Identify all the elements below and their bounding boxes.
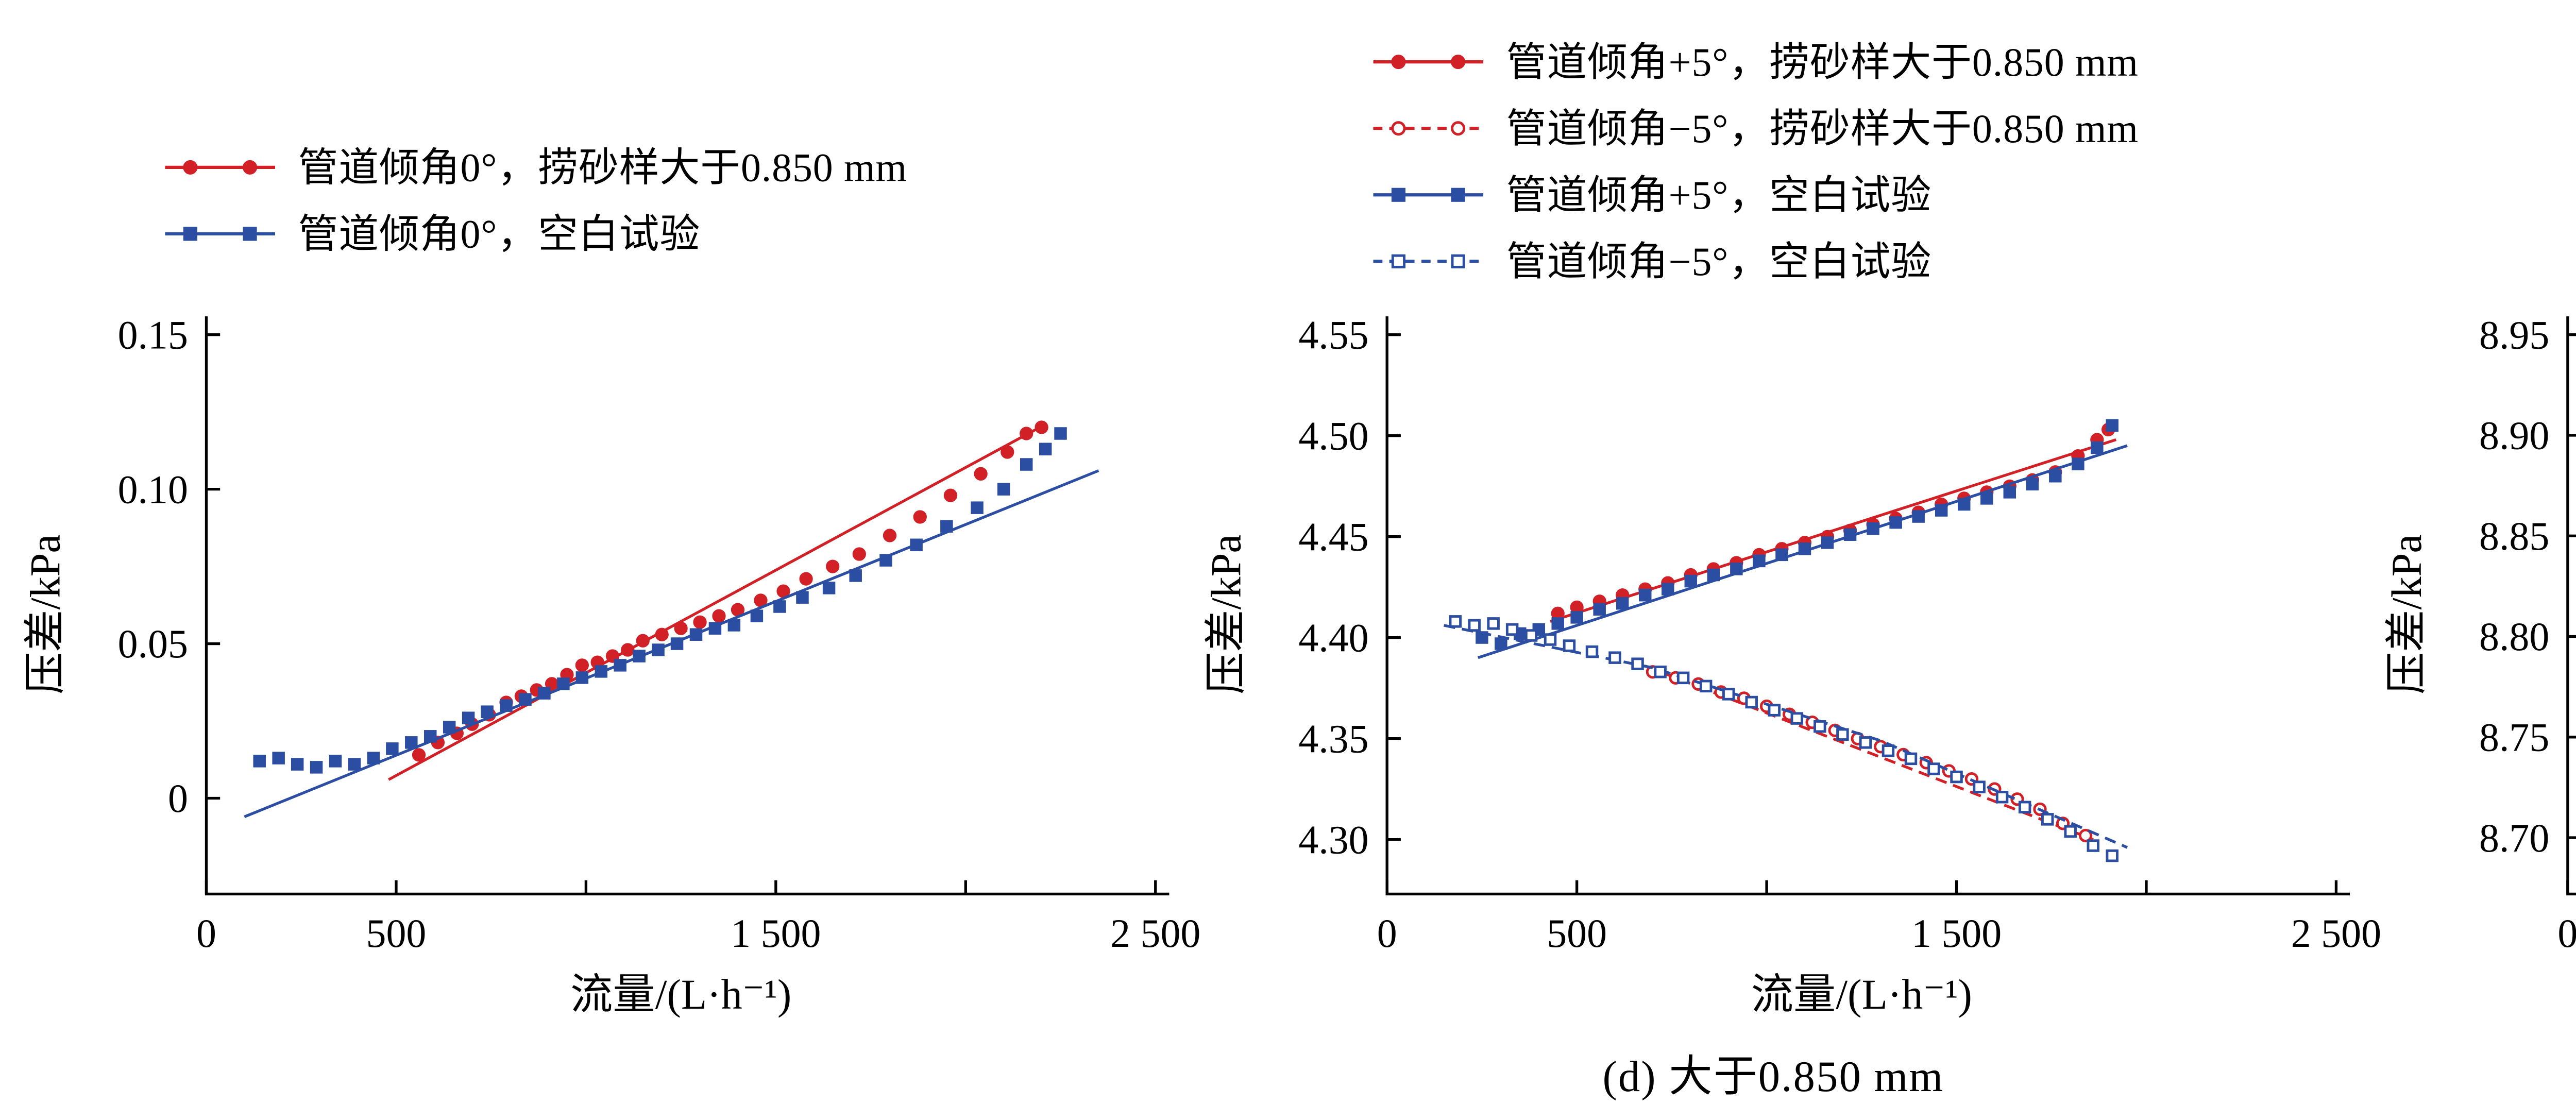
y-tick-label: 4.40 (1298, 616, 1368, 660)
y-axis-label: 压差/kPa (2383, 534, 2430, 694)
y-axis-label: 压差/kPa (22, 534, 69, 694)
x-tick-label: 1 500 (731, 911, 821, 956)
figure-caption: (d) 大于0.850 mm (1602, 1054, 1944, 1103)
y-tick-label: 8.90 (2479, 414, 2549, 458)
x-tick-label: 1 500 (1911, 911, 2002, 956)
legend-item: 管道倾角0°，空白试验 (160, 199, 1180, 266)
x-tick-label: 0 (196, 911, 216, 956)
y-tick-label: 8.95 (2479, 313, 2549, 357)
legend-item: 管道倾角−10°，捞砂样大于0.850 mm (2572, 94, 2576, 160)
x-axis-label: 流量/(L·h⁻¹) (1751, 971, 1972, 1018)
y-tick-label: 0.05 (118, 622, 188, 666)
fit-line (387, 423, 1046, 781)
open-square-marker-icon (2572, 244, 2576, 276)
y-tick-label: 4.30 (1298, 818, 1368, 862)
chart-panel-3: 管道倾角+10°，捞砂样大于0.850 mm管道倾角−10°，捞砂样大于0.85… (2361, 0, 2576, 1025)
legend-label: 管道倾角0°，捞砂样大于0.850 mm (298, 144, 907, 191)
legend-item: 管道倾角+5°，空白试验 (1369, 160, 2362, 227)
y-tick-label: 8.75 (2479, 716, 2549, 760)
legend-label: 管道倾角+5°，捞砂样大于0.850 mm (1506, 39, 2139, 85)
series-points (1476, 419, 2119, 650)
x-tick-label: 500 (1547, 911, 1607, 956)
y-tick-label: 4.55 (1298, 313, 1368, 357)
x-tick-label: 0 (2557, 911, 2576, 956)
legend-label: 管道倾角0°，空白试验 (298, 211, 701, 257)
open-square-marker-icon (1373, 253, 1484, 267)
filled-square-marker-icon (1373, 186, 1484, 201)
series-points (1449, 615, 2119, 862)
y-tick-label: 0 (168, 776, 188, 821)
legend-label: 管道倾角−5°，捞砂样大于0.850 mm (1506, 105, 2139, 151)
plot-chart-2: 4.30 4.35 4.40 4.45 4.50 4.55 0 500 1 500 2 500 压差… (1202, 313, 2381, 1018)
y-tick-label: 4.45 (1298, 515, 1368, 559)
open-circle-marker-icon (2572, 111, 2576, 143)
x-tick-label: 500 (366, 911, 427, 956)
series-points (253, 427, 1067, 774)
x-tick-label: 0 (1377, 911, 1397, 956)
fit-line (1444, 624, 2128, 849)
chart-panel-1: 管道倾角0°，捞砂样大于0.850 mm 管道倾角0°，空白试验 0 0.05 0.1… (0, 0, 1201, 1025)
open-circle-marker-icon (1373, 120, 1484, 134)
legend-item: 管道倾角−5°，空白试验 (1369, 227, 2362, 294)
filled-square-marker-icon (165, 226, 275, 240)
y-tick-label: 0.10 (118, 467, 188, 512)
y-tick-label: 8.70 (2479, 816, 2549, 860)
chart-panel-2: 管道倾角+5°，捞砂样大于0.850 mm 管道倾角−5°，捞砂样大于0.850 … (1181, 0, 2381, 1025)
legend-chart-2: 管道倾角+5°，捞砂样大于0.850 mm 管道倾角−5°，捞砂样大于0.850 … (1181, 0, 2362, 302)
x-tick-label: 2 500 (1110, 911, 1200, 956)
x-axis-label: 流量/(L·h⁻¹) (570, 971, 791, 1018)
axes (2566, 316, 2576, 896)
series-points (1551, 422, 2115, 620)
filled-square-marker-icon (2572, 178, 2576, 210)
y-axis-label: 压差/kPa (1202, 534, 1249, 694)
x-tick-label: 2 500 (2291, 911, 2381, 956)
plot-chart-1: 0 0.05 0.10 0.15 0 500 1 500 2 500 压差/kPa 流量/(L·h… (22, 313, 1201, 1018)
axes (1385, 316, 2350, 896)
fit-line (1550, 438, 2117, 623)
legend-item: 管道倾角−10°，空白试验 (2572, 227, 2576, 294)
charts-row: 管道倾角0°，捞砂样大于0.850 mm 管道倾角0°，空白试验 0 0.05 0.1… (0, 0, 2576, 1025)
y-tick-label: 0.15 (118, 313, 188, 357)
y-tick-label: 4.50 (1298, 414, 1368, 458)
legend-item: 管道倾角+5°，捞砂样大于0.850 mm (1369, 27, 2362, 94)
legend-item: 管道倾角+10°，空白试验 (2572, 160, 2576, 227)
legend-chart-1: 管道倾角0°，捞砂样大于0.850 mm 管道倾角0°，空白试验 (0, 0, 1181, 302)
y-tick-label: 4.35 (1298, 717, 1368, 761)
legend-chart-3: 管道倾角+10°，捞砂样大于0.850 mm管道倾角−10°，捞砂样大于0.85… (2361, 0, 2576, 302)
y-tick-label: 8.85 (2479, 514, 2549, 558)
legend-label: 管道倾角−5°，空白试验 (1506, 238, 1932, 284)
legend-item: 管道倾角−5°，捞砂样大于0.850 mm (1369, 94, 2362, 160)
legend-label: 管道倾角+5°，空白试验 (1506, 172, 1932, 218)
filled-circle-marker-icon (165, 159, 275, 174)
axes (205, 316, 1170, 896)
filled-circle-marker-icon (2572, 45, 2576, 77)
legend-item: 管道倾角+10°，捞砂样大于0.850 mm (2572, 27, 2576, 94)
legend-item: 管道倾角0°，捞砂样大于0.850 mm (160, 133, 1180, 199)
filled-circle-marker-icon (1373, 53, 1484, 68)
y-tick-label: 8.80 (2479, 615, 2549, 659)
